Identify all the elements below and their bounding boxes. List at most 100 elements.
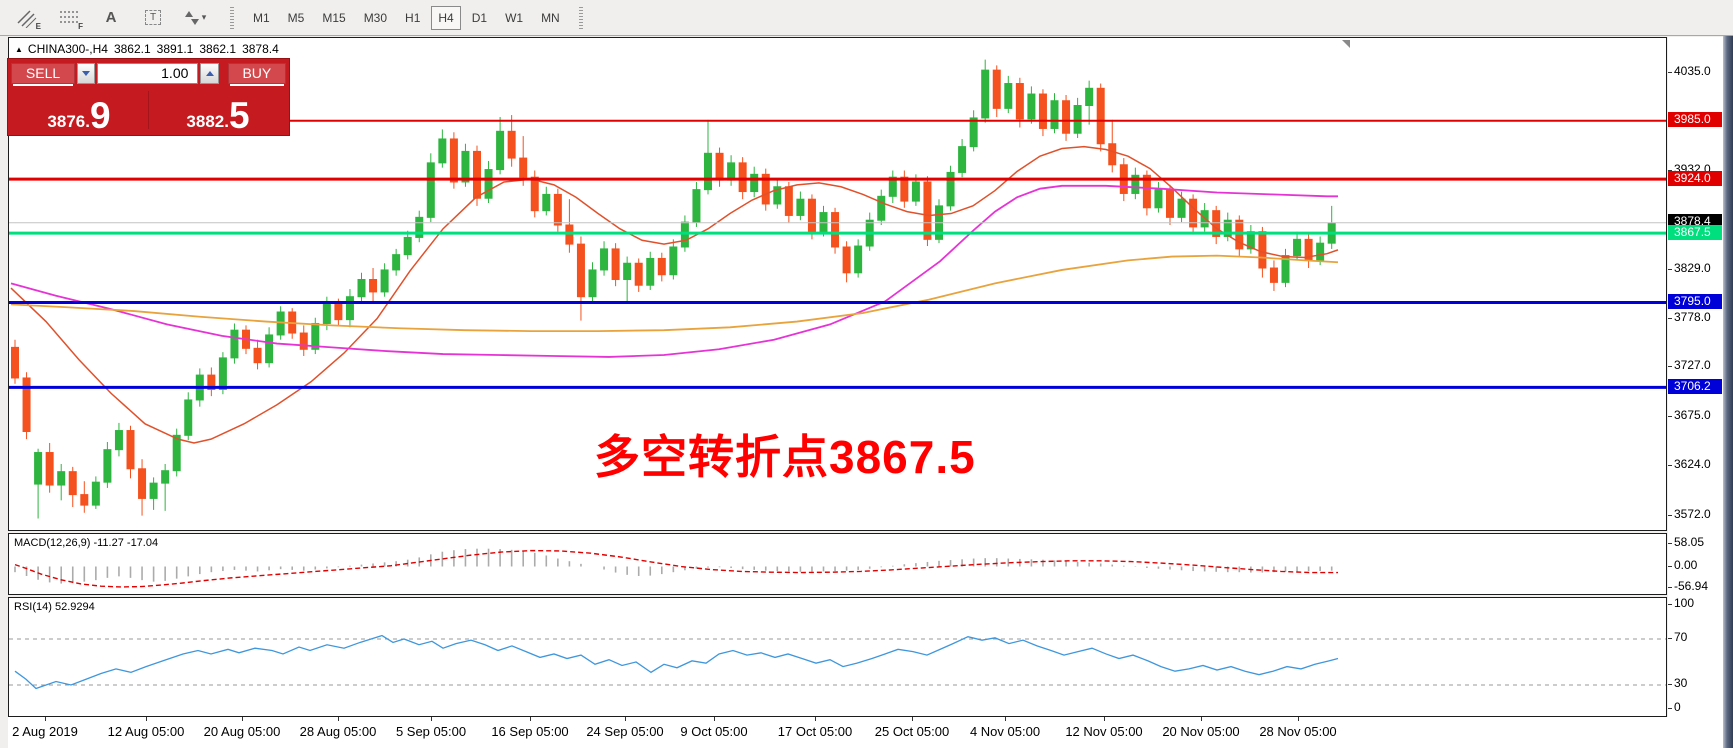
candle-body (449, 138, 458, 183)
toolbar-grip[interactable] (578, 6, 583, 29)
macd-tick-mark (1668, 565, 1672, 567)
time-tick-label: 24 Sep 05:00 (586, 724, 664, 739)
candle-body (172, 434, 181, 472)
arrows-icon[interactable]: ▾ (178, 5, 212, 31)
candle-body (253, 347, 262, 364)
candle-body (969, 117, 978, 148)
volume-increase-button[interactable] (200, 62, 219, 84)
candle-body (600, 248, 609, 271)
candle-body (1050, 100, 1059, 129)
time-tick-mark (146, 717, 147, 721)
fibonacci-retracement-icon[interactable]: F (52, 5, 86, 31)
candle-body (34, 452, 43, 485)
timeframe-m30[interactable]: M30 (357, 6, 394, 30)
ma-line-medium[interactable] (10, 184, 1338, 358)
macd-tick-label: 58.05 (1674, 535, 1705, 550)
text-label-icon[interactable]: T (136, 5, 170, 31)
timeframe-m1[interactable]: M1 (246, 6, 277, 30)
candle-body (103, 449, 112, 483)
candle-body (1269, 267, 1278, 283)
candle-body (184, 399, 193, 436)
chart-text-annotation[interactable]: 多空转折点3867.5 (594, 431, 976, 483)
ma-line-slow[interactable] (10, 254, 1339, 333)
timeframe-h4[interactable]: H4 (431, 5, 461, 30)
time-tick-label: 20 Aug 05:00 (203, 724, 281, 739)
volume-decrease-button[interactable] (77, 62, 96, 84)
candle-body (57, 471, 66, 486)
triangle-up-icon (205, 70, 214, 76)
timeframe-m15[interactable]: M15 (315, 6, 352, 30)
rsi-pane[interactable]: RSI(14) 52.9294 (8, 597, 1667, 717)
macd-pane[interactable]: MACD(12,26,9) -11.27 -17.04 (8, 533, 1667, 595)
candle-body (519, 157, 528, 178)
collapse-panel-icon[interactable]: ▲ (15, 44, 23, 54)
equidistant-channel-icon[interactable]: E (10, 5, 44, 31)
macd-tick-label: -56.94 (1674, 579, 1709, 594)
time-tick-mark (815, 717, 816, 721)
candle-body (1142, 174, 1151, 209)
candle-body (149, 482, 158, 499)
candle-body (576, 243, 585, 298)
time-tick-label: 4 Nov 05:00 (969, 724, 1041, 739)
candle-body (923, 181, 932, 240)
candle-body (311, 322, 320, 350)
timeframe-d1[interactable]: D1 (465, 6, 494, 30)
toolbar-grip[interactable] (230, 6, 234, 29)
timeframe-w1[interactable]: W1 (498, 6, 530, 30)
buy-price[interactable]: 3882. 5 (186, 95, 250, 136)
timeframe-group: M1 M5 M15 M30 H1 H4 D1 W1 MN (244, 5, 569, 30)
time-tick-mark (625, 717, 626, 721)
candle-body (1293, 238, 1302, 257)
icon-sub-letter: F (78, 21, 83, 31)
timeframe-m5[interactable]: M5 (281, 6, 312, 30)
candle-body (1073, 105, 1082, 134)
candle-body (981, 69, 990, 119)
volume-input[interactable] (97, 62, 199, 84)
candle-body (403, 236, 412, 256)
macd-tick-mark (1668, 587, 1672, 589)
candle-body (992, 69, 1001, 109)
price-tick-label: 3829.0 (1674, 260, 1711, 275)
price-tick-mark (1668, 514, 1672, 516)
price-tick-mark (1668, 366, 1672, 368)
ma-line-fast[interactable] (10, 145, 1339, 444)
rsi-tick-label: 100 (1674, 595, 1695, 610)
timeframe-mn[interactable]: MN (534, 6, 567, 30)
price-tick-mark (1668, 464, 1672, 466)
price-axis[interactable]: 4035.0 3932.0 3829.0 3778.0 3727.0 3675.0 3624… (1668, 37, 1723, 748)
price-badge-3867.5: 3867.5 (1668, 224, 1722, 240)
macd-tick-label: 0.00 (1674, 557, 1698, 572)
candle-body (1131, 174, 1140, 194)
candle-body (877, 195, 886, 221)
macd-canvas[interactable] (9, 534, 1666, 594)
timeframe-h1[interactable]: H1 (398, 6, 427, 30)
candle-body (807, 198, 816, 233)
text-icon[interactable]: A (105, 9, 117, 26)
sell-button[interactable]: SELL (11, 62, 76, 84)
candle-body (1212, 210, 1221, 237)
buy-button[interactable]: BUY (227, 62, 286, 84)
time-axis[interactable]: 2 Aug 2019 12 Aug 05:00 20 Aug 05:00 28 Aug… (8, 717, 1723, 748)
candle-body (634, 262, 643, 286)
candle-body (426, 162, 435, 218)
time-tick-mark (714, 717, 715, 721)
candle-body (784, 186, 793, 216)
candle-body (530, 176, 539, 212)
candle-body (888, 176, 897, 197)
rsi-line (14, 634, 1339, 690)
chart-shift-marker-icon[interactable] (1342, 40, 1350, 48)
rsi-canvas[interactable] (9, 598, 1666, 716)
rsi-tick-label: 30 (1674, 676, 1688, 690)
candle-body (553, 193, 562, 226)
candle-body (831, 212, 840, 248)
price-tick-label: 3624.0 (1674, 456, 1711, 471)
sell-price[interactable]: 3876. 9 (47, 95, 111, 136)
candle-body (1108, 143, 1117, 166)
rsi-label: RSI(14) 52.9294 (14, 601, 95, 613)
time-tick-label: 17 Oct 05:00 (777, 724, 853, 739)
candle-body (45, 452, 54, 486)
price-tick-mark (1668, 317, 1672, 319)
candle-body (819, 212, 828, 233)
candle-body (900, 176, 909, 202)
candle-body (1015, 83, 1024, 120)
